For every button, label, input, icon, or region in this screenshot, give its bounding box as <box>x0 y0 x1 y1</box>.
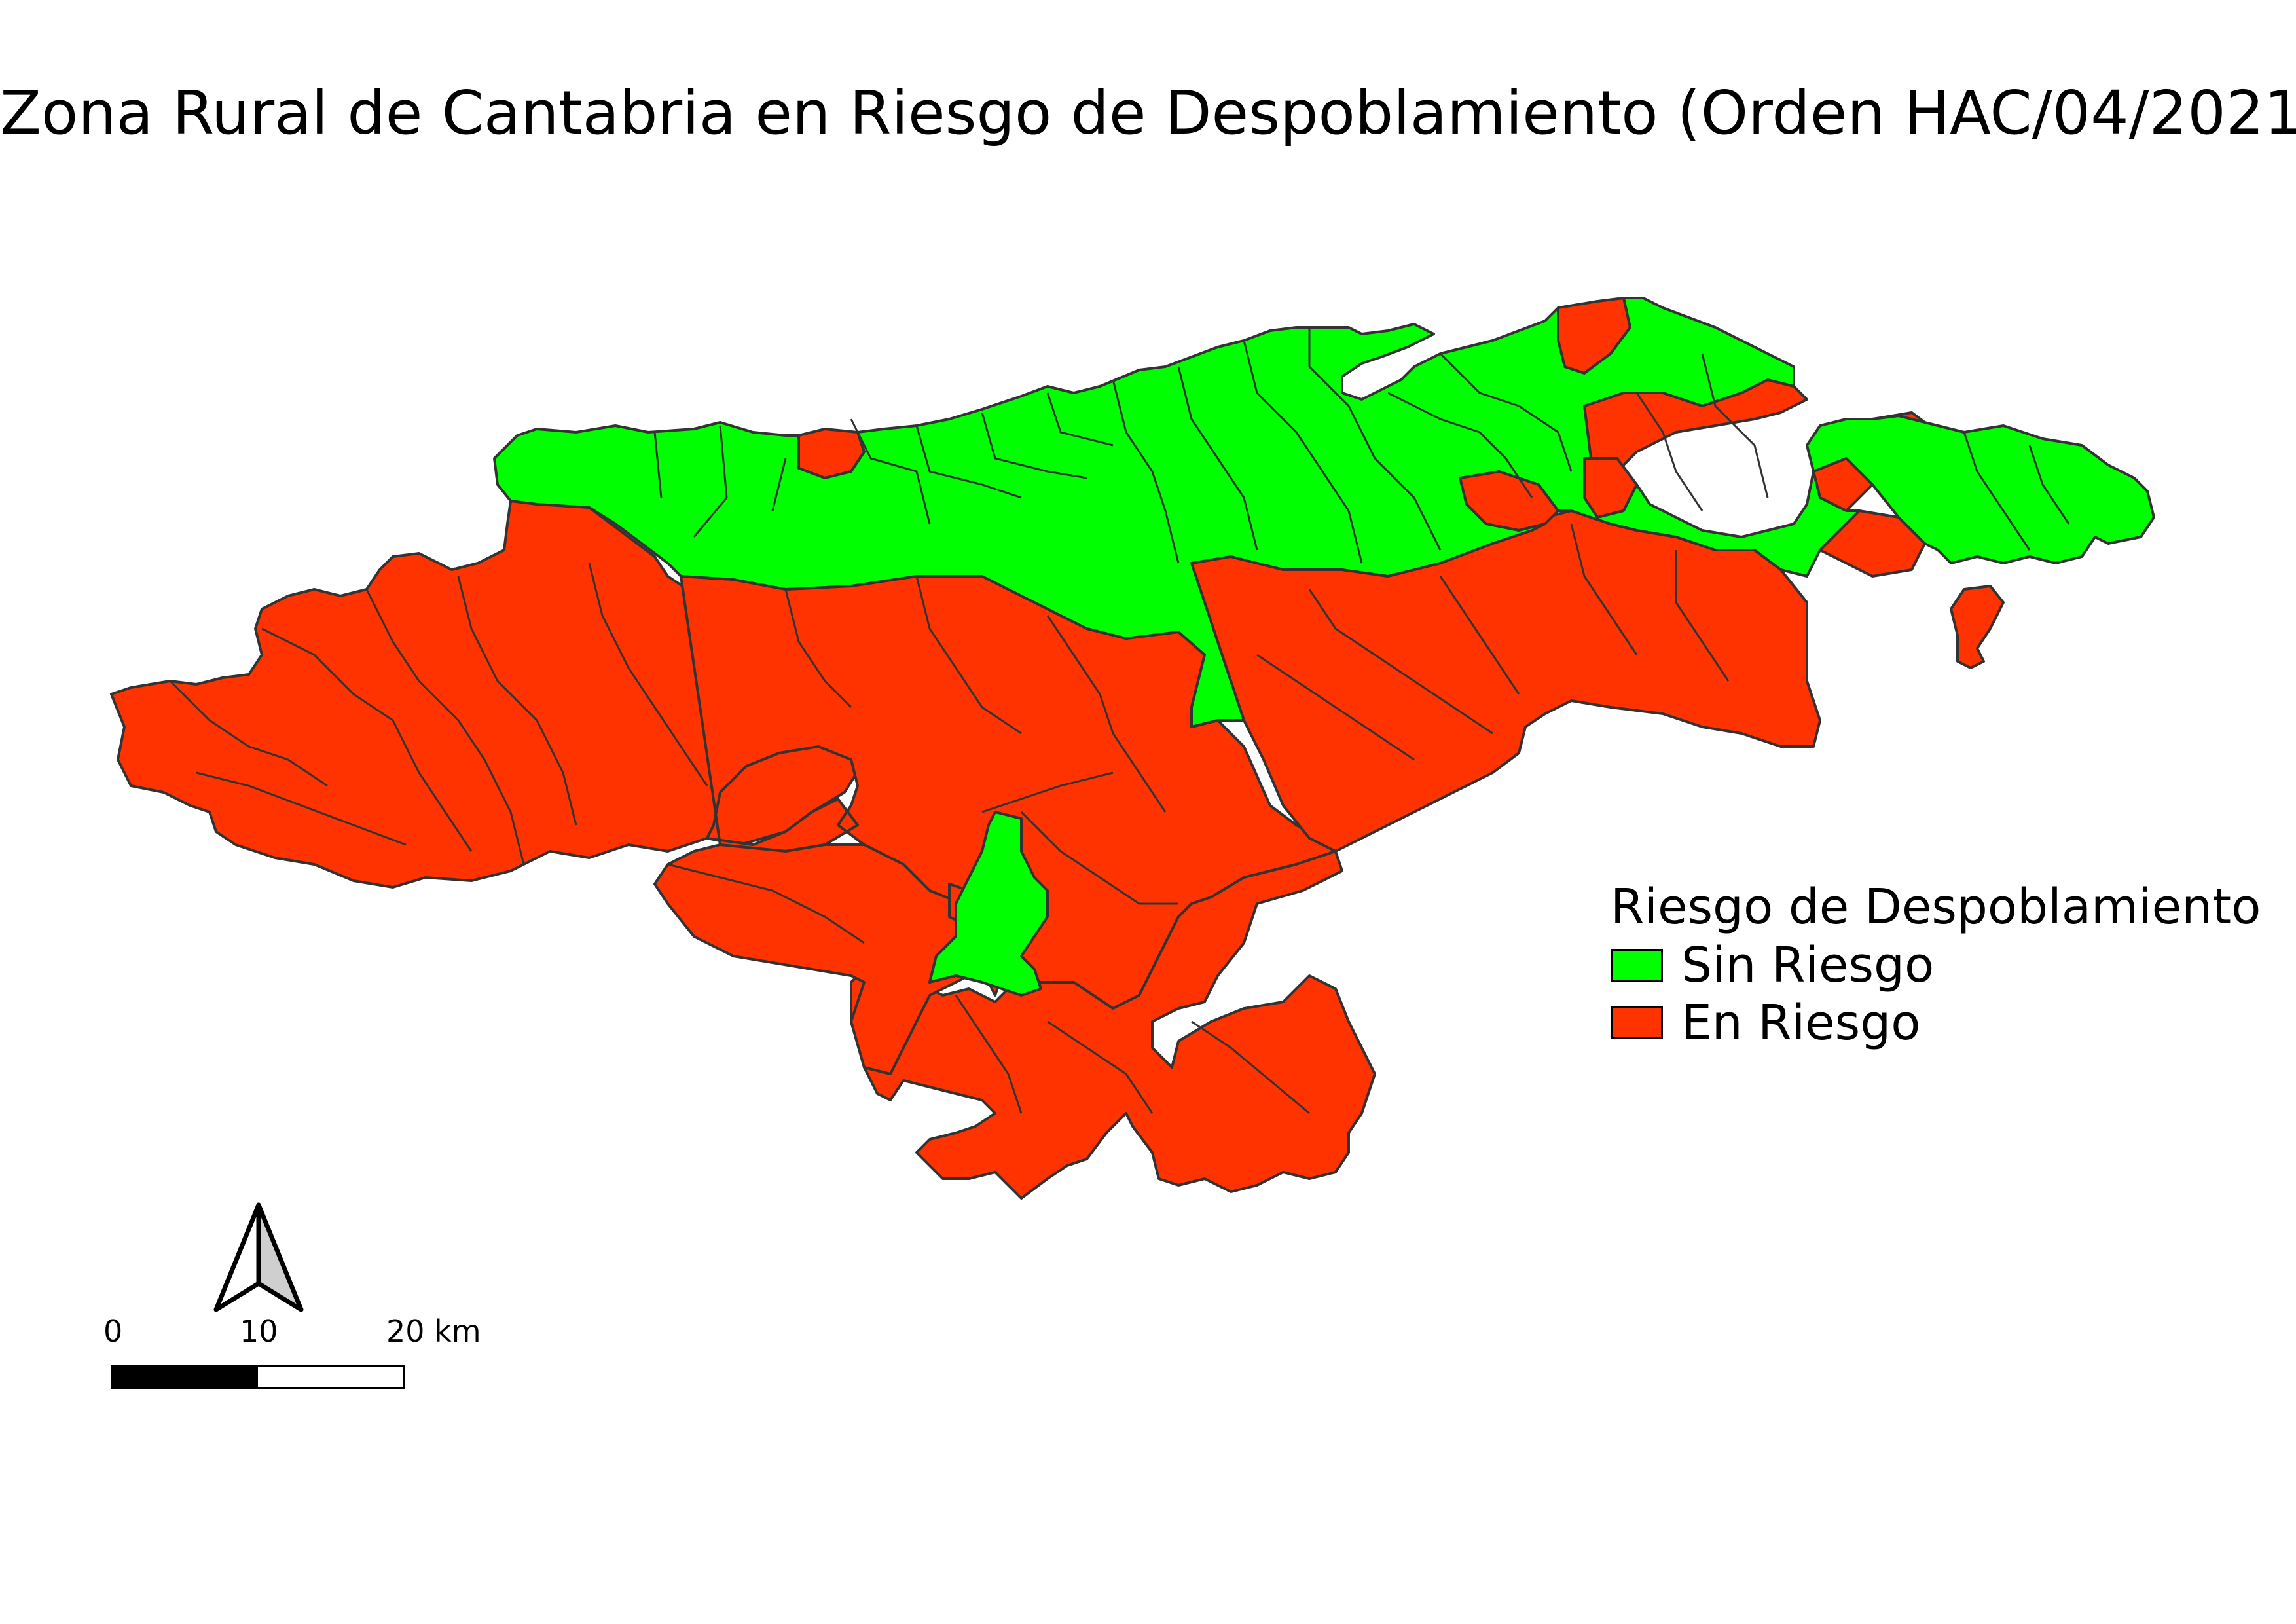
legend-item-en-riesgo: En Riesgo <box>1611 994 2261 1052</box>
region-red-islet <box>1950 585 2005 669</box>
legend-swatch-sin-riesgo <box>1611 949 1663 982</box>
region-green-east <box>1806 415 2155 564</box>
scale-label-20km: 20 km <box>386 1314 481 1349</box>
municipal-borders <box>169 327 2070 1115</box>
region-south <box>653 843 983 1075</box>
en-riesgo-regions <box>110 297 2005 1200</box>
legend-label-en-riesgo: En Riesgo <box>1681 995 1921 1051</box>
region-green-south-strip <box>928 811 1049 997</box>
legend: Riesgo de Despoblamiento Sin Riesgo En R… <box>1611 877 2261 1052</box>
scale-label-0: 0 <box>103 1314 123 1349</box>
scale-bar-segment-black <box>113 1367 258 1387</box>
scale-label-10: 10 <box>240 1314 278 1349</box>
north-arrow <box>210 1198 308 1316</box>
legend-item-sin-riesgo: Sin Riesgo <box>1611 936 2261 994</box>
scale-bar-segment-white <box>258 1367 403 1387</box>
legend-label-sin-riesgo: Sin Riesgo <box>1681 937 1935 993</box>
region-red-east-3 <box>1819 509 1926 578</box>
scale-bar <box>111 1365 405 1389</box>
north-arrow-icon <box>213 1202 304 1312</box>
legend-swatch-en-riesgo <box>1611 1006 1663 1039</box>
region-southeast <box>850 850 1376 1200</box>
legend-title: Riesgo de Despoblamiento <box>1611 879 2261 935</box>
map-title: Zona Rural de Cantabria en Riesgo de Des… <box>0 78 2296 148</box>
